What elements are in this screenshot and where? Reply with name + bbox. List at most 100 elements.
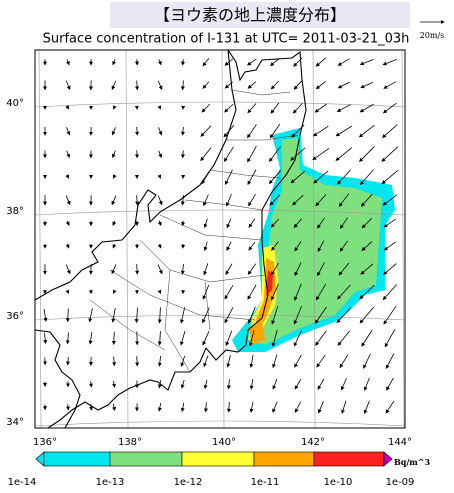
wind-arrow <box>383 81 397 89</box>
wind-arrow <box>341 400 347 414</box>
wind-arrow <box>158 150 163 159</box>
colorbar-label: 1e-13 <box>96 477 125 488</box>
wind-arrow <box>268 170 281 185</box>
wind-arrow <box>382 194 398 206</box>
meridian <box>312 50 316 428</box>
wind-arrow <box>157 264 163 275</box>
wind-arrow <box>272 378 278 390</box>
wind-arrow <box>157 105 162 110</box>
longitude-label: 140° <box>212 437 236 448</box>
wind-arrow <box>383 263 397 275</box>
colorbar <box>35 451 393 467</box>
wind-arrow <box>247 284 257 300</box>
wind-arrow <box>312 147 330 161</box>
wind-arrow <box>43 308 48 322</box>
wind-arrow <box>317 240 325 252</box>
wind-arrow <box>318 401 324 414</box>
wind-arrow <box>89 403 93 411</box>
wind-arrow <box>270 80 279 90</box>
wind-arrow <box>336 307 352 324</box>
wind-arrow <box>247 124 257 139</box>
wind-arrow <box>112 380 116 388</box>
wind-arrow <box>201 103 211 113</box>
wind-arrow <box>337 81 350 89</box>
wind-arrow <box>180 264 185 275</box>
wind-arrow <box>339 354 349 369</box>
wind-arrow <box>112 105 117 110</box>
wind-arrow <box>339 240 349 252</box>
scale-label: 20m/s <box>420 31 445 40</box>
wind-arrow <box>112 289 117 295</box>
wind-arrow <box>383 305 397 325</box>
wind-arrow <box>382 102 397 114</box>
wind-arrow <box>247 146 257 163</box>
colorbar-label: 1e-14 <box>8 477 37 488</box>
wind-arrow <box>382 124 398 139</box>
wind-arrow <box>65 220 70 226</box>
wind-arrow <box>294 354 302 368</box>
wind-arrow <box>361 193 373 207</box>
wind-arrow <box>249 378 254 390</box>
subtitle: Surface concentration of I-131 at UTC= 2… <box>43 32 410 47</box>
meridian <box>38 50 42 428</box>
wind-arrow <box>290 170 306 184</box>
wind-arrow <box>203 218 208 229</box>
wind-arrow <box>200 125 212 137</box>
wind-arrow <box>112 403 117 412</box>
wind-arrow <box>248 330 255 347</box>
wind-arrow <box>271 284 279 301</box>
wind-arrow <box>294 283 302 301</box>
wind-arrow <box>247 103 257 114</box>
wind-arrow <box>248 194 256 207</box>
wind-arrow <box>315 306 327 324</box>
wind-arrow <box>271 306 279 325</box>
wind-arrow <box>157 80 163 90</box>
wind-arrow <box>268 146 281 163</box>
wind-arrow <box>179 331 186 346</box>
wind-arrow <box>361 329 373 347</box>
wind-arrow <box>180 402 185 413</box>
wind-arrow <box>157 195 163 206</box>
wind-arrow <box>290 147 306 161</box>
colorbar-label: 1e-11 <box>251 477 280 488</box>
wind-arrow <box>202 58 210 67</box>
wind-arrow <box>249 354 254 369</box>
wind-arrow <box>181 59 186 66</box>
wind-arrow <box>317 262 325 277</box>
wind-arrow <box>382 59 397 66</box>
wind-arrow <box>246 58 257 66</box>
wind-arrow <box>270 58 280 67</box>
wind-arrow <box>200 147 212 162</box>
wind-arrow <box>247 81 257 89</box>
wind-arrow <box>361 241 373 251</box>
wind-arrow <box>224 81 233 89</box>
wind-arrow <box>135 195 140 206</box>
wind-arrow <box>269 194 281 206</box>
prefecture-borders <box>89 89 299 373</box>
plume-green <box>248 138 382 345</box>
wind-arrow <box>294 378 302 390</box>
wind-arrow <box>385 400 395 414</box>
wind-arrow <box>157 380 162 389</box>
wind-arrow <box>293 306 302 325</box>
plume <box>232 128 395 352</box>
wind-arrow <box>337 284 351 300</box>
wind-arrow <box>202 330 210 346</box>
wind-arrow <box>248 241 256 251</box>
longitude-label: 138° <box>118 437 142 448</box>
wind-arrow <box>359 146 375 162</box>
latitude-label: 40° <box>6 98 24 109</box>
wind-arrow <box>203 241 208 252</box>
wind-arrow <box>65 332 70 345</box>
wind-arrow <box>359 59 374 66</box>
wind-arrow <box>360 263 374 275</box>
wind-arrow <box>223 146 234 162</box>
wind-arrow <box>157 402 162 412</box>
wind-arrow <box>203 263 209 276</box>
wind-arrow <box>293 80 303 90</box>
wind-arrow <box>247 263 257 275</box>
wind-arrow <box>381 170 399 185</box>
wind-arrow <box>335 125 352 137</box>
meridian <box>125 50 129 428</box>
